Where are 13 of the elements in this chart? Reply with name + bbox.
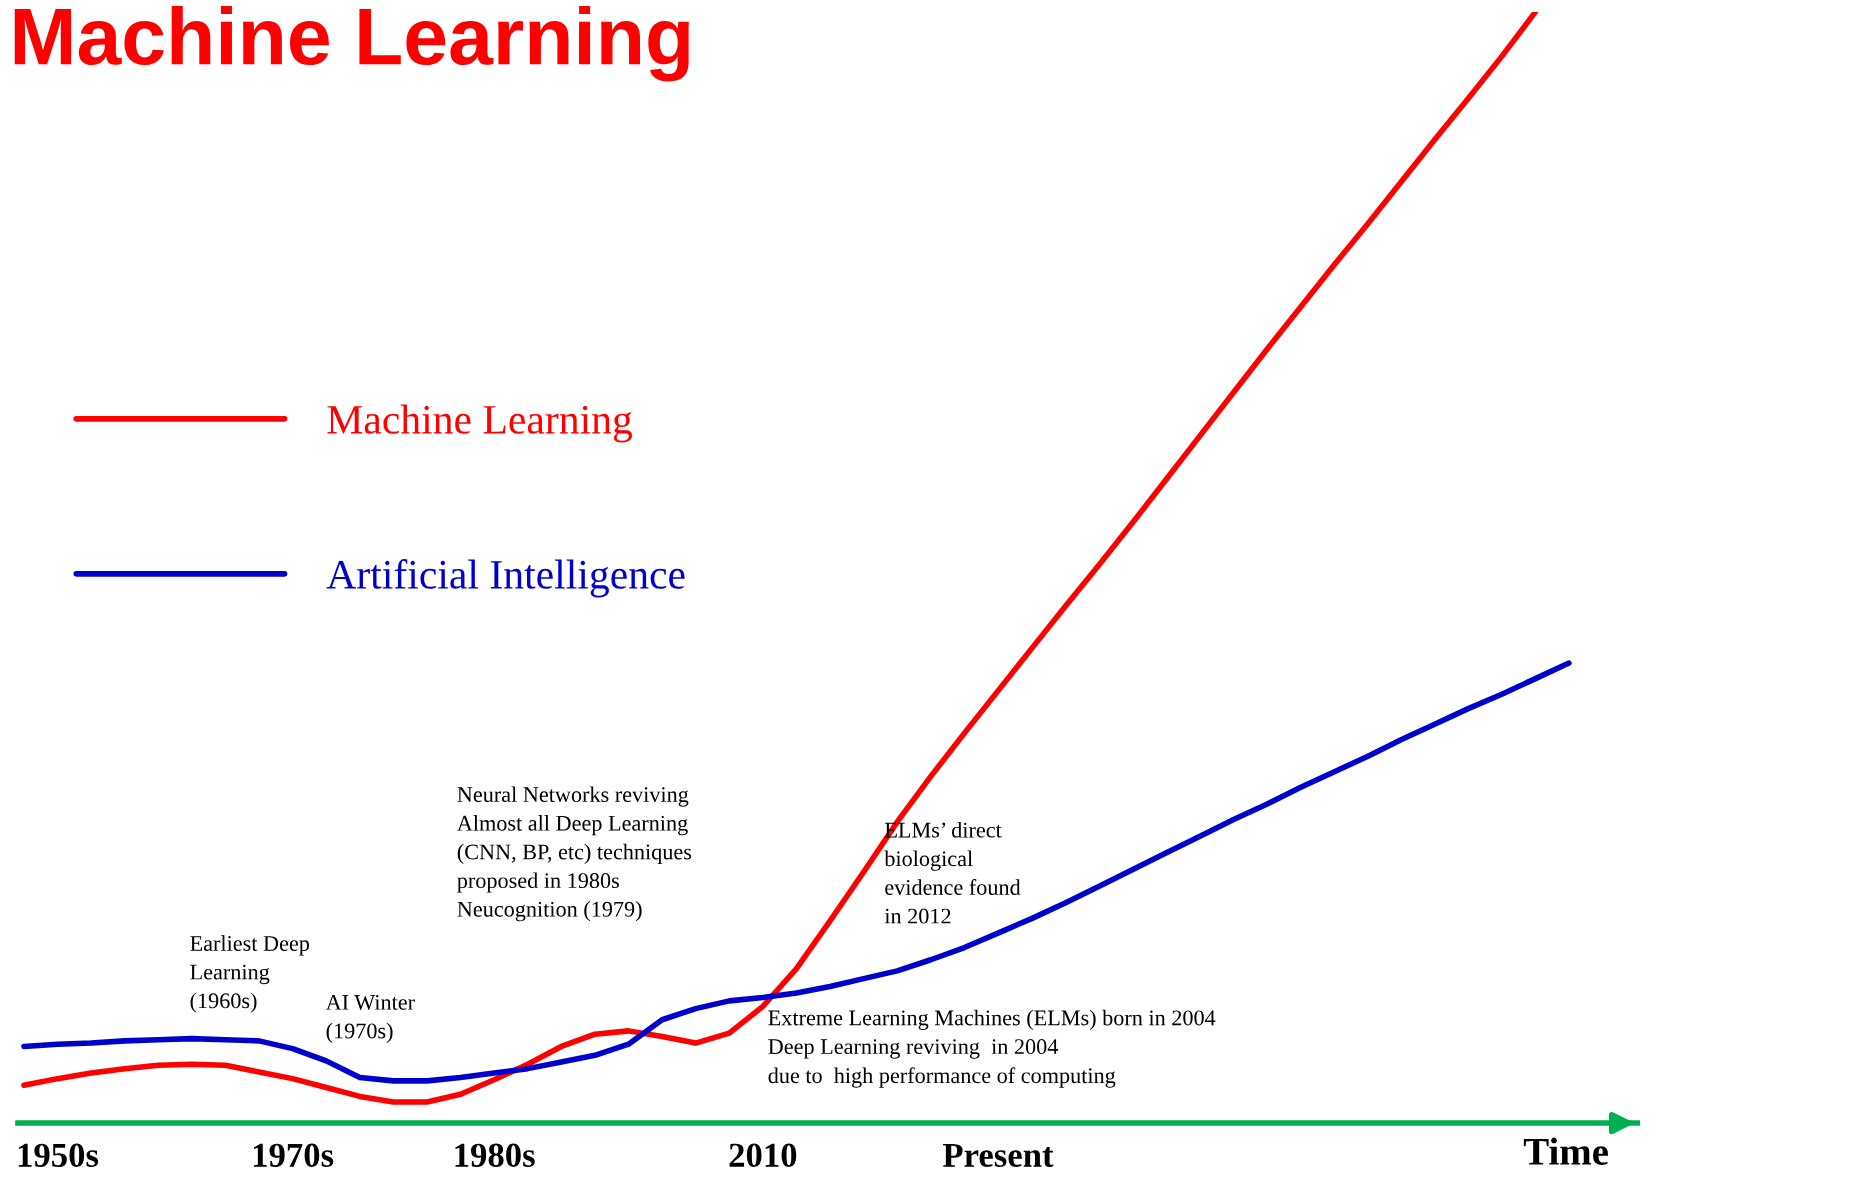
x-tick-label: Present (942, 1143, 1054, 1167)
annotation: Earliest Deep Learning (1960s) (190, 935, 310, 1013)
x-tick-label: 2010 (729, 1143, 797, 1167)
x-tick-label: 1950s (18, 1143, 99, 1167)
legend-label: Artificial Intelligence (326, 559, 685, 598)
annotation: Neural Networks reviving Almost all Deep Learning (CNN, BP, etc) techniques proposed in 1980s Neucognition (1979) (457, 786, 692, 922)
x-tick-label: 1970s (253, 1143, 334, 1167)
chart-title: Machine Learning (14, 5, 689, 82)
x-axis-title: Time (1523, 1137, 1608, 1165)
x-tick-label: 1980s (455, 1143, 535, 1167)
annotation: Extreme Learning Machines (ELMs) born in 2004 Deep Learning reviving in 2004 due to high performance of computing (768, 1009, 1216, 1088)
annotation: AI Winter (1970s) (325, 994, 415, 1043)
legend-label: Machine Learning (327, 404, 633, 443)
